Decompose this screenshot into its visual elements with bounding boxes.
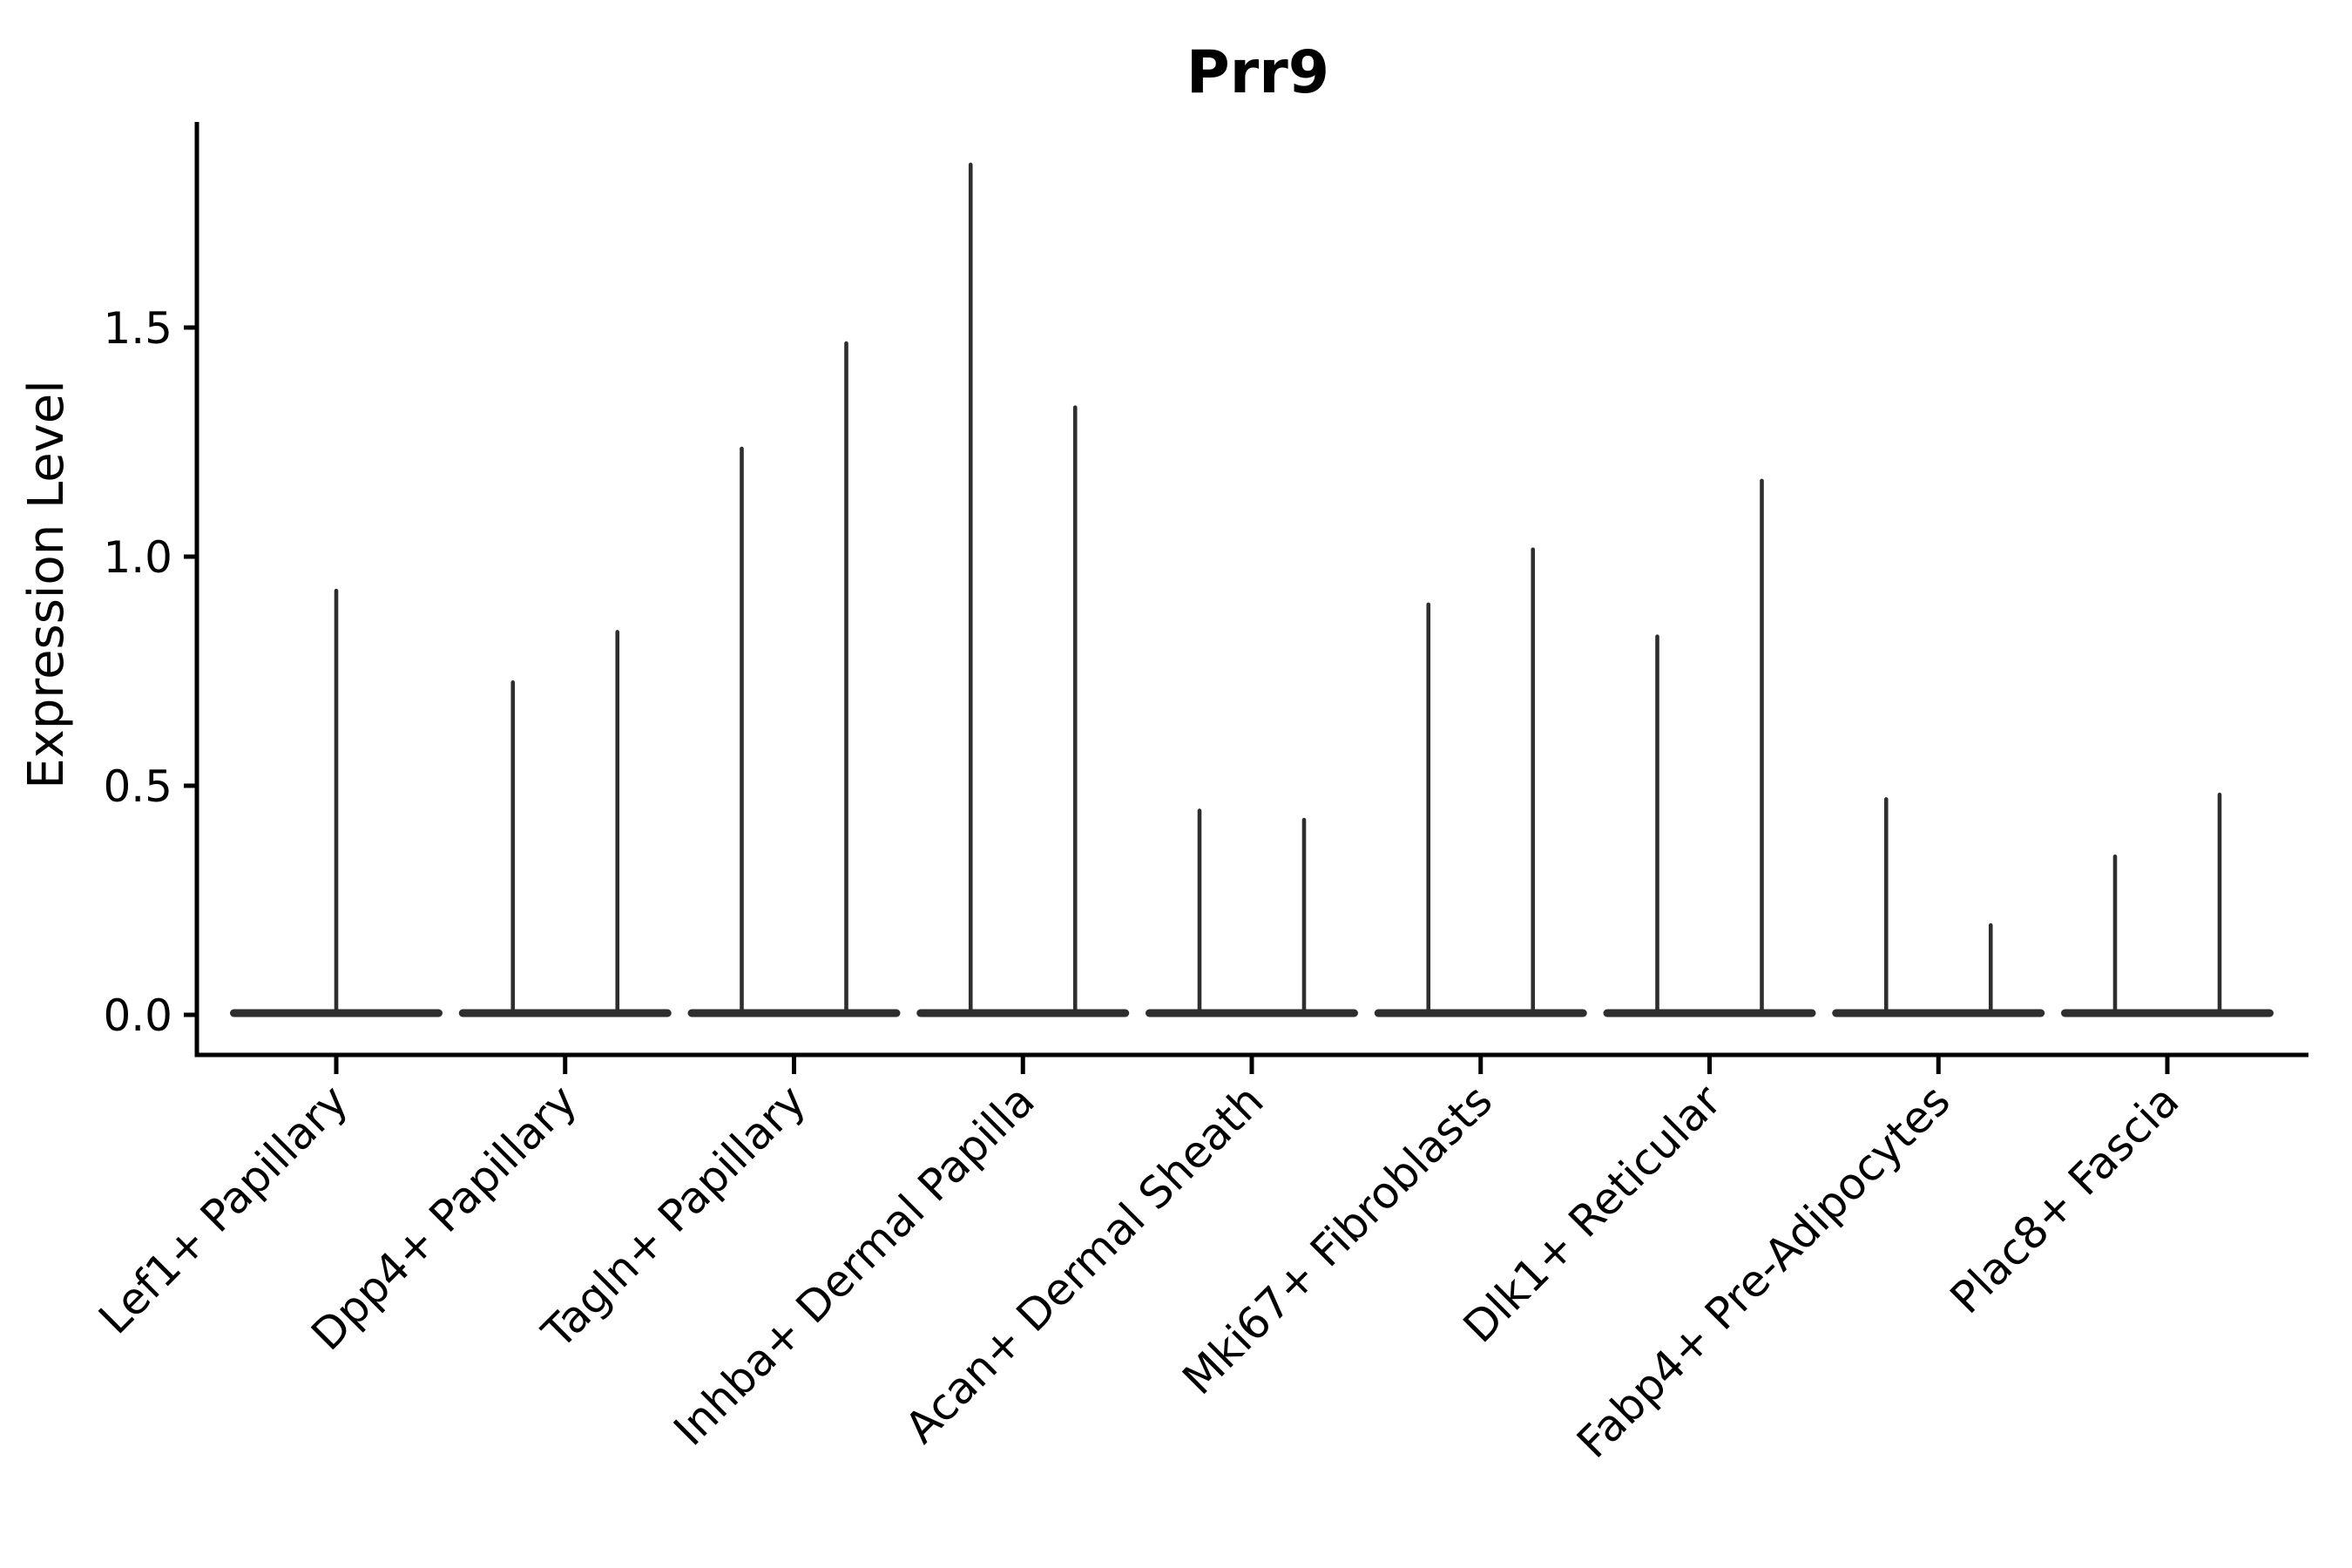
violin-base: [916, 1009, 1130, 1017]
violin-spike: [510, 680, 516, 1015]
violin-spike: [968, 162, 973, 1015]
violin-spike: [740, 446, 744, 1015]
x-tick-label: Fabp4+ Pre-Adipocytes: [1567, 1075, 1960, 1468]
violin-spike: [1301, 817, 1307, 1015]
violin-spike: [1655, 634, 1659, 1015]
violin-base: [1832, 1009, 2045, 1017]
violin-spike: [1072, 405, 1078, 1015]
violin-spike: [844, 341, 848, 1015]
violin-spike: [1426, 602, 1431, 1015]
violin-base: [1146, 1009, 1358, 1017]
violin-base: [458, 1009, 672, 1017]
x-tick-label: Plac8+ Fascia: [1941, 1075, 2189, 1323]
x-tick-label: Lef1+ Papillary: [89, 1075, 357, 1343]
chart-title: Prr9: [1186, 38, 1329, 107]
y-tick-label: 1.0: [103, 532, 172, 583]
violin-spike: [1197, 808, 1202, 1015]
y-axis-title: Expression Level: [18, 380, 75, 789]
violin-spike: [2217, 792, 2222, 1015]
violin-base: [2061, 1009, 2274, 1017]
y-tick-label: 0.5: [103, 761, 172, 812]
violin-spike: [334, 588, 339, 1015]
violin-spike: [2112, 854, 2118, 1015]
violin-spike: [1883, 797, 1889, 1015]
violin-base: [687, 1009, 901, 1017]
violin-spike: [1531, 547, 1536, 1015]
violin-spike: [1988, 923, 1993, 1015]
x-tick-label: Inhba+ Dermal Papilla: [664, 1075, 1044, 1455]
violin-base: [1374, 1009, 1587, 1017]
y-tick-label: 0.0: [103, 990, 172, 1041]
violin-base: [1603, 1009, 1816, 1017]
y-tick-label: 1.5: [103, 303, 172, 354]
violin-spike: [1760, 478, 1764, 1015]
violin-spike: [615, 630, 620, 1015]
